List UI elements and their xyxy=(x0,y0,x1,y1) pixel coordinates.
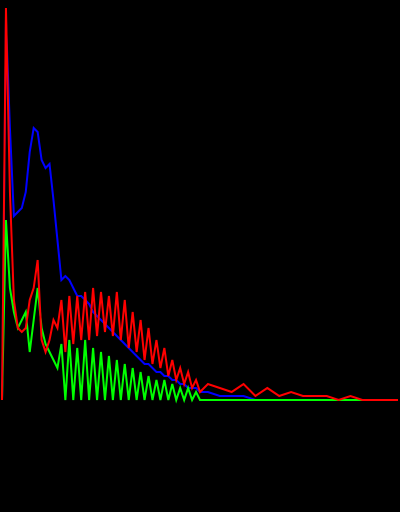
series-line-2 xyxy=(1,219,398,404)
plot-area xyxy=(1,7,398,404)
series-line-3 xyxy=(1,7,398,402)
